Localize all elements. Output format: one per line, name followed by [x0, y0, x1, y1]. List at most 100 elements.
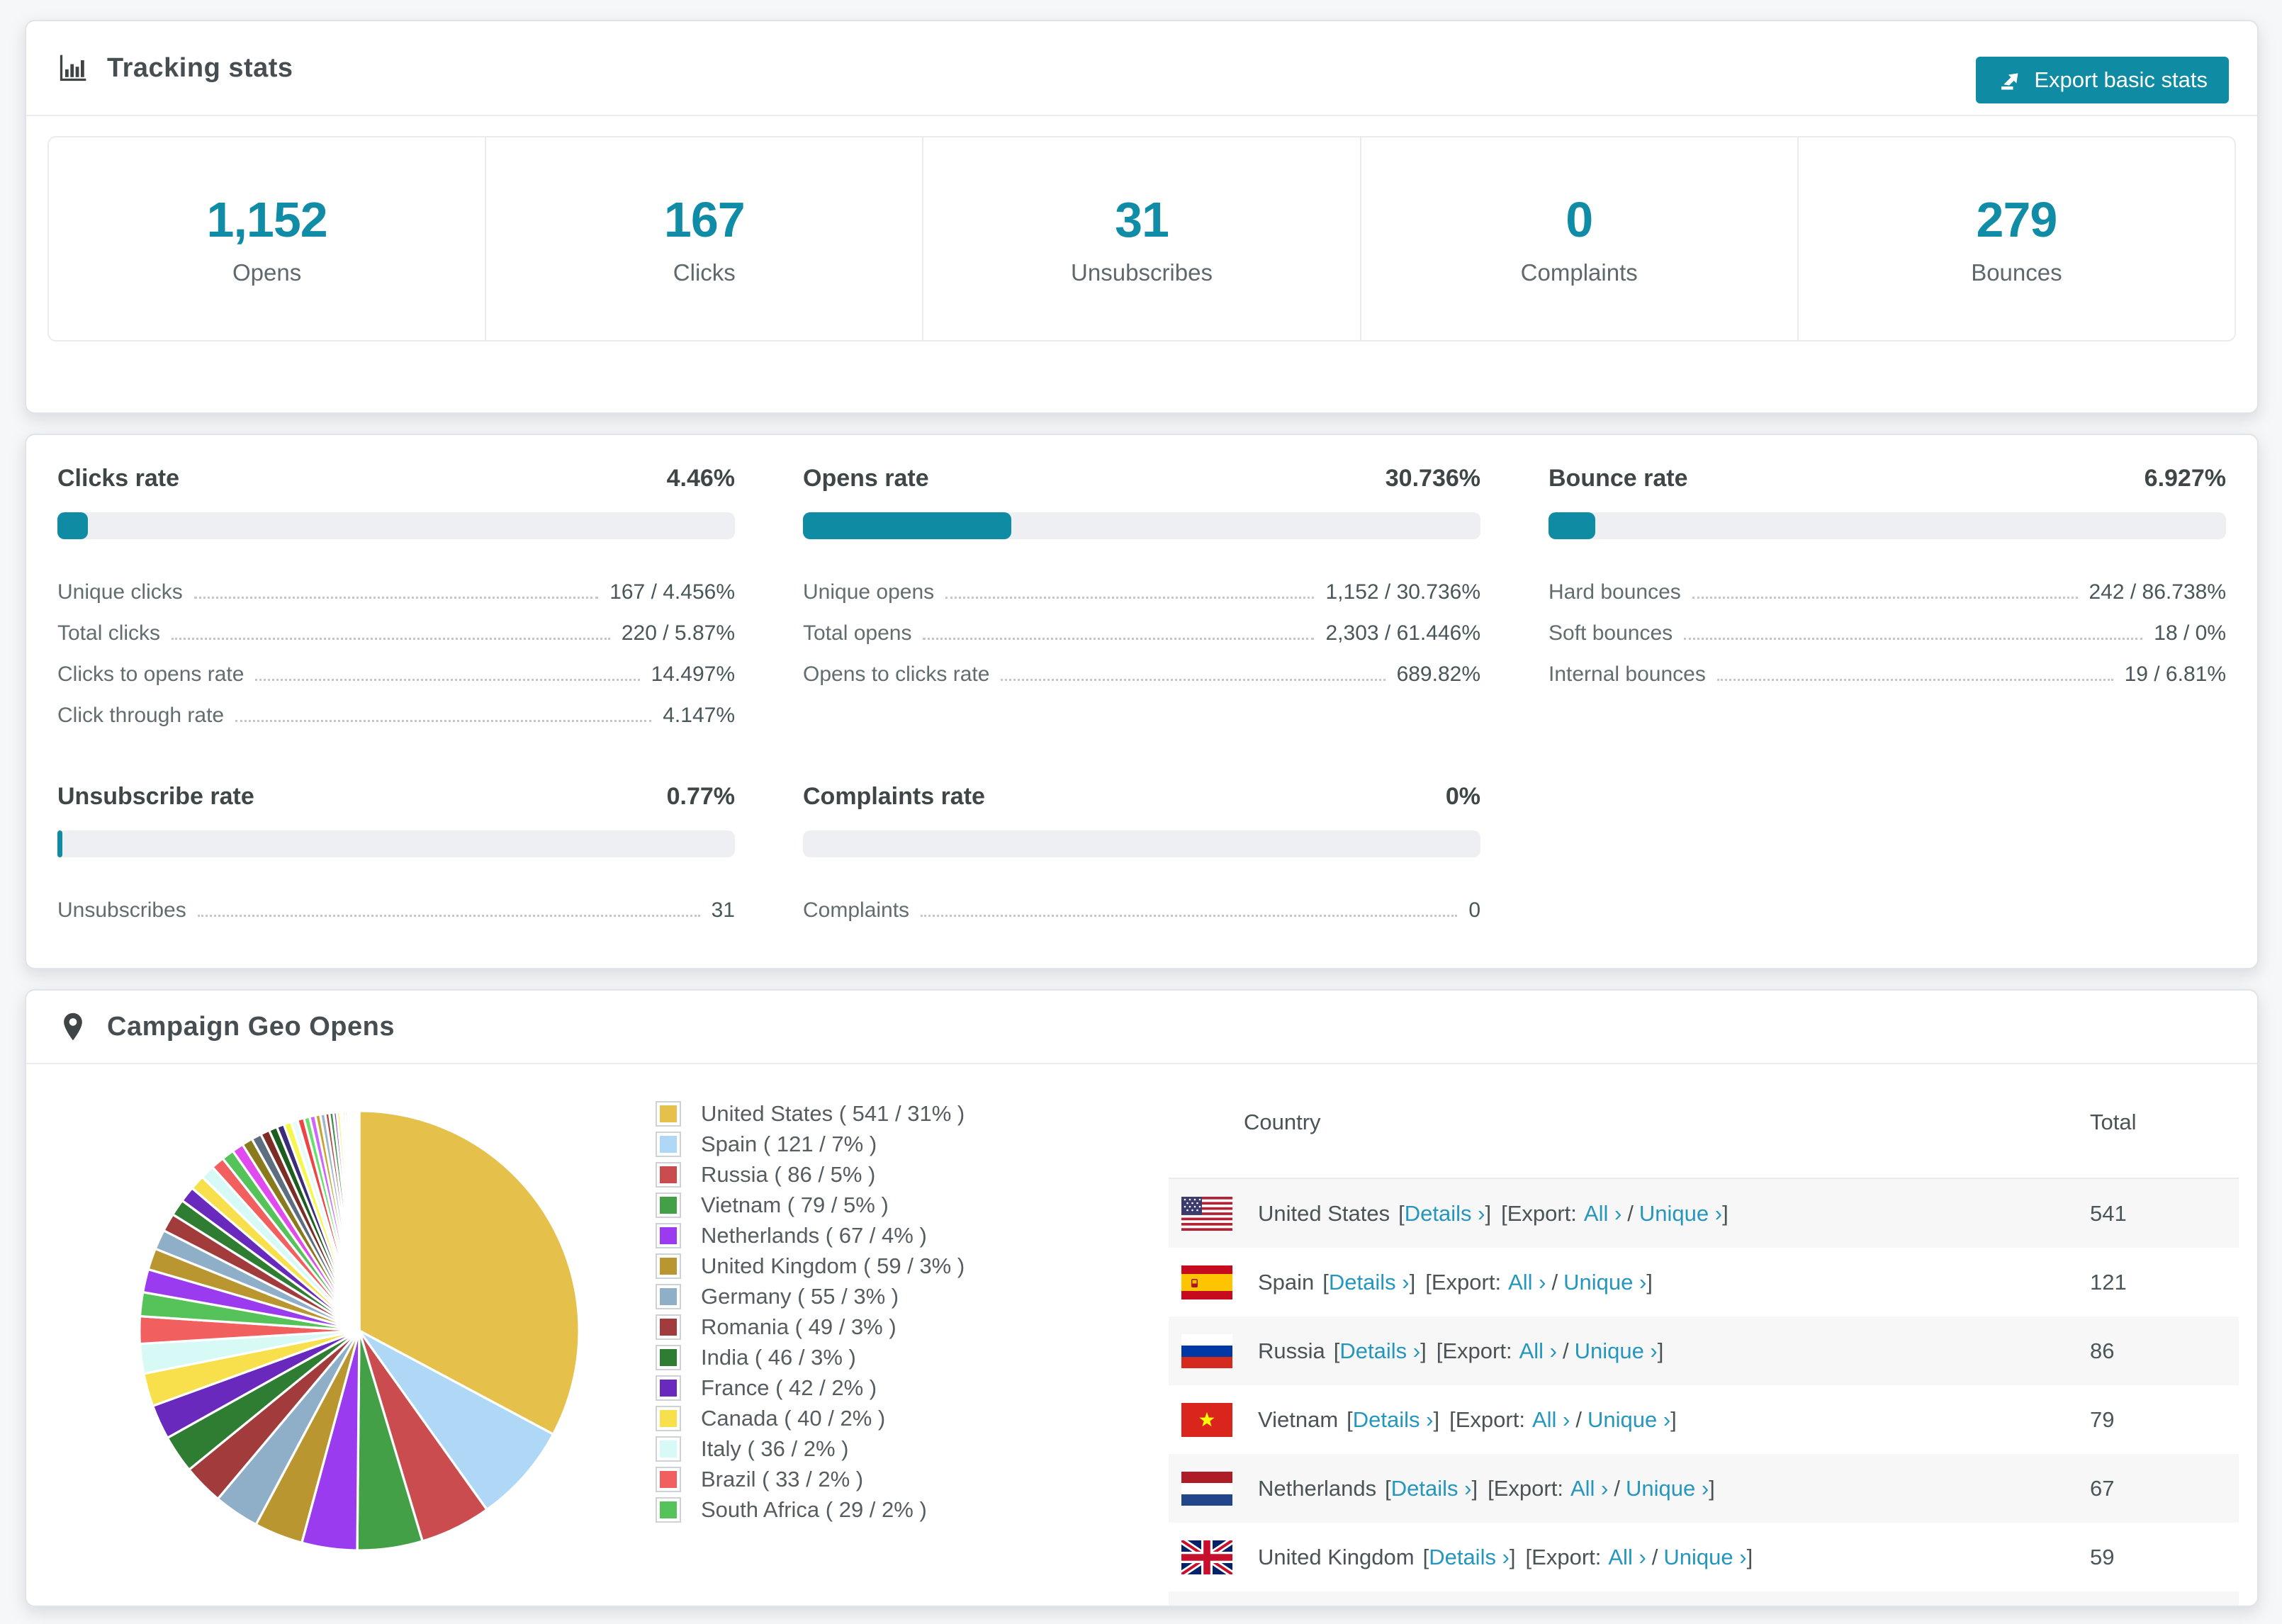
dotted-leader — [172, 638, 610, 640]
rate-progress-track — [1548, 512, 2226, 539]
pie-slice — [358, 1110, 580, 1436]
stat-label: Clicks — [673, 259, 736, 286]
export-unique-link[interactable]: Unique › — [1587, 1406, 1671, 1432]
export-all-link[interactable]: All › — [1570, 1475, 1609, 1501]
geo-table-row[interactable]: United Kingdom [Details ›] [Export: All ›… — [1169, 1523, 2239, 1591]
dotted-leader — [921, 915, 1458, 917]
stat-label: Complaints — [1520, 259, 1638, 286]
dotted-leader — [945, 597, 1315, 599]
rate-detail-row: Opens to clicks rate 689.82% — [803, 647, 1480, 688]
country-total: 121 — [2090, 1269, 2127, 1295]
legend-label: Germany ( 55 / 3% ) — [701, 1283, 899, 1309]
legend-swatch — [656, 1436, 681, 1462]
bracket: [ — [1347, 1406, 1353, 1432]
rate-section-title: Unsubscribe rate — [57, 783, 254, 810]
legend-item: Spain ( 121 / 7% ) — [656, 1129, 965, 1159]
geo-table-row[interactable]: Germany [Details ›] [Export:All ›/Unique… — [1169, 1591, 2239, 1606]
legend-label: Canada ( 40 / 2% ) — [701, 1405, 886, 1431]
rate-section: Bounce rate 6.927% Hard bounces 242 / 86… — [1548, 465, 2226, 688]
geo-table-row[interactable]: Russia [Details ›] [Export: All › / Unique … — [1169, 1316, 2239, 1385]
bracket: [ — [1385, 1475, 1391, 1501]
details-link[interactable]: Details › — [1429, 1544, 1510, 1569]
rate-section-head: Complaints rate 0% — [803, 783, 1480, 811]
export-all-link[interactable]: All › — [1583, 1200, 1622, 1226]
detail-label: Total opens — [803, 621, 912, 645]
rate-detail-row: Total opens 2,303 / 61.446% — [803, 606, 1480, 647]
rate-detail-rows: Complaints 0 — [803, 883, 1480, 924]
legend-item: Brazil ( 33 / 2% ) — [656, 1464, 965, 1494]
stat-value: 31 — [1115, 192, 1169, 247]
export-links-group: [Export: All › / Unique ›] — [1488, 1476, 1715, 1501]
rate-progress-fill — [57, 830, 63, 857]
rate-section: Unsubscribe rate 0.77% Unsubscribes 31 — [57, 783, 735, 924]
export-all-link[interactable]: All › — [1531, 1406, 1570, 1432]
bracket: [ — [1333, 1338, 1340, 1363]
page-title: Tracking stats — [107, 52, 293, 83]
detail-value: 167 / 4.456% — [609, 580, 735, 604]
rate-detail-row: Internal bounces 19 / 6.81% — [1548, 647, 2226, 688]
slash: / — [1614, 1475, 1620, 1501]
rate-section-title: Bounce rate — [1548, 465, 1688, 492]
export-basic-stats-button[interactable]: Export basic stats — [1976, 57, 2229, 103]
export-unique-link[interactable]: Unique › — [1574, 1338, 1658, 1363]
geo-opens-card: Campaign Geo Opens United States ( 541 /… — [25, 989, 2259, 1607]
rate-section-value: 6.927% — [2144, 465, 2226, 492]
dotted-leader — [197, 915, 700, 917]
geo-table-row[interactable]: Spain [Details ›] [Export: All › / Unique ›… — [1169, 1248, 2239, 1316]
details-link[interactable]: Details › — [1352, 1406, 1434, 1432]
country-total: 59 — [2090, 1544, 2115, 1569]
country-flag-icon — [1181, 1333, 1232, 1368]
export-unique-link[interactable]: Unique › — [1663, 1544, 1747, 1569]
details-link[interactable]: Details › — [1339, 1338, 1421, 1363]
detail-value: 14.497% — [651, 662, 735, 686]
legend-item: United Kingdom ( 59 / 3% ) — [656, 1251, 965, 1281]
detail-value: 19 / 6.81% — [2124, 662, 2226, 686]
legend-label: Vietnam ( 79 / 5% ) — [701, 1192, 889, 1217]
pie-legend: United States ( 541 / 31% ) Spain ( 121 … — [656, 1098, 965, 1525]
export-all-link[interactable]: All › — [1508, 1269, 1546, 1295]
detail-label: Unique opens — [803, 580, 935, 604]
export-label: Export: — [1431, 1269, 1502, 1295]
rate-section: Complaints rate 0% Complaints 0 — [803, 783, 1480, 924]
country-flag-icon — [1181, 1402, 1232, 1437]
export-unique-link[interactable]: Unique › — [1563, 1269, 1647, 1295]
slash: / — [1627, 1200, 1634, 1226]
bracket: ] — [1657, 1338, 1664, 1363]
legend-item: India ( 46 / 3% ) — [656, 1342, 965, 1372]
stat-value: 167 — [663, 192, 746, 247]
geo-table-row[interactable]: United States [Details ›] [Export: All › /… — [1169, 1179, 2239, 1248]
bracket: [ — [1525, 1544, 1532, 1569]
detail-label: Unique clicks — [57, 580, 183, 604]
country-name: United States — [1258, 1200, 1390, 1226]
export-all-link[interactable]: All › — [1519, 1338, 1557, 1363]
slash: / — [1551, 1269, 1558, 1295]
geo-opens-pie-chart — [138, 1110, 580, 1552]
bracket: [ — [1488, 1475, 1494, 1501]
export-unique-link[interactable]: Unique › — [1639, 1200, 1723, 1226]
dotted-leader — [1692, 597, 2078, 599]
details-link[interactable]: Details › — [1390, 1475, 1472, 1501]
country-total: 79 — [2090, 1406, 2115, 1432]
country-flag-icon — [1181, 1265, 1232, 1299]
rate-section-head: Bounce rate 6.927% — [1548, 465, 2226, 492]
detail-value: 220 / 5.87% — [621, 621, 735, 645]
details-link[interactable]: Details › — [1328, 1269, 1410, 1295]
export-unique-link[interactable]: Unique › — [1625, 1475, 1709, 1501]
export-label: Export: — [1493, 1475, 1563, 1501]
rate-section-head: Opens rate 30.736% — [803, 465, 1480, 492]
rate-detail-rows: Unsubscribes 31 — [57, 883, 735, 924]
geo-opens-body: United States ( 541 / 31% ) Spain ( 121 … — [26, 1064, 2257, 1606]
legend-item: Netherlands ( 67 / 4% ) — [656, 1220, 965, 1251]
country-flag-icon — [1181, 1196, 1232, 1231]
legend-label: United States ( 541 / 31% ) — [701, 1100, 965, 1126]
country-flag-icon — [1181, 1540, 1232, 1574]
bracket: [ — [1436, 1338, 1443, 1363]
rate-section-value: 0% — [1445, 783, 1480, 810]
geo-table-row[interactable]: Netherlands [Details ›] [Export: All › / Un… — [1169, 1454, 2239, 1523]
details-link[interactable]: Details › — [1404, 1200, 1485, 1226]
rate-section-title: Clicks rate — [57, 465, 179, 492]
dotted-leader — [1684, 638, 2143, 640]
geo-table-row[interactable]: Vietnam [Details ›] [Export: All › / Unique… — [1169, 1385, 2239, 1454]
export-all-link[interactable]: All › — [1608, 1544, 1646, 1569]
legend-label: Romania ( 49 / 3% ) — [701, 1314, 896, 1339]
